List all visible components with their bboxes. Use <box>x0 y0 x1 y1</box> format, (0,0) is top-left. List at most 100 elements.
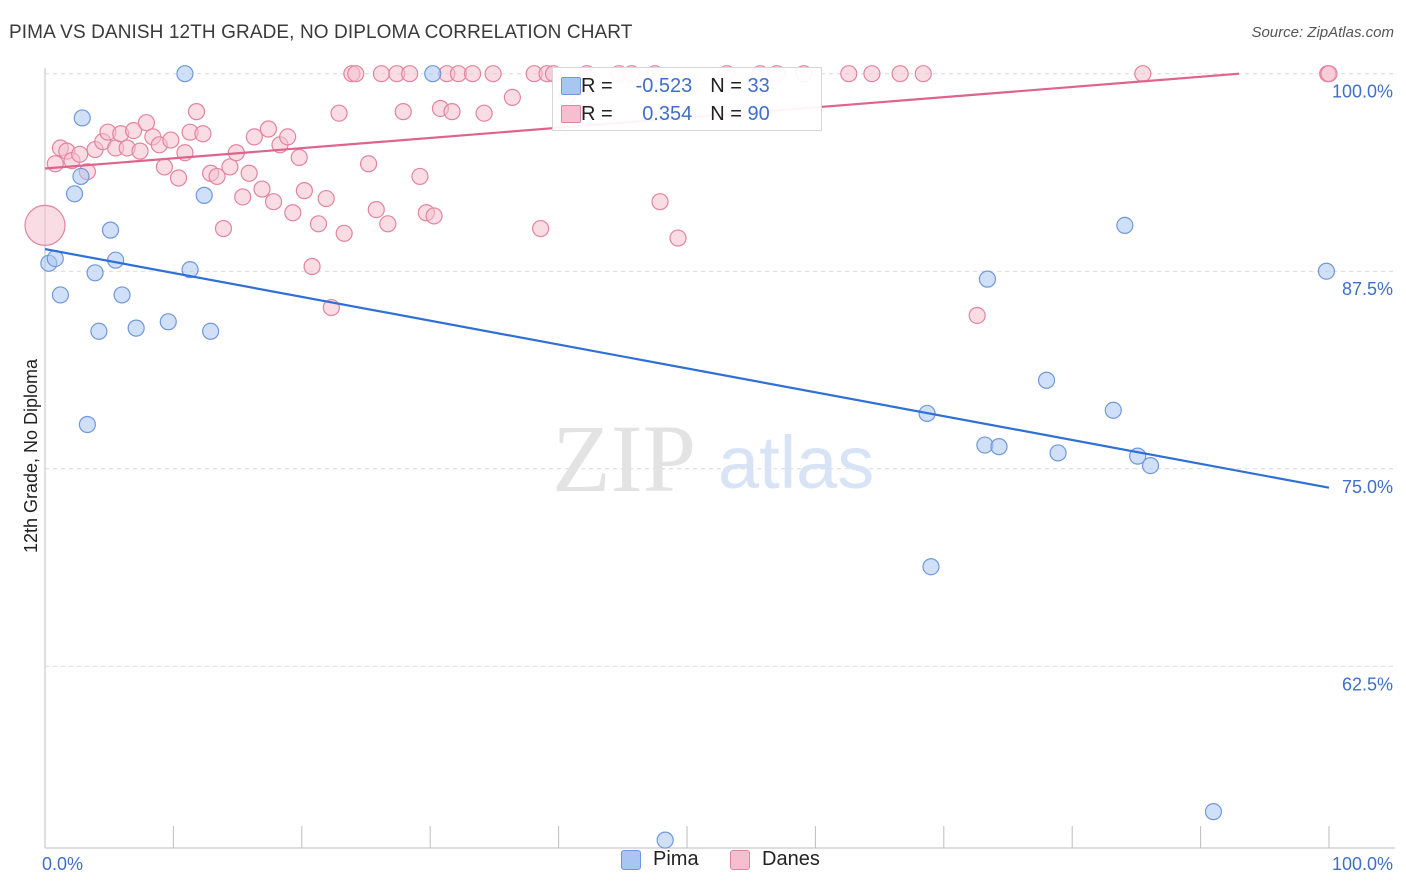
pima-point <box>1141 456 1160 475</box>
danes-point <box>245 128 263 146</box>
danes-point <box>214 219 233 238</box>
danes-point <box>443 103 461 121</box>
danes-point <box>259 120 278 138</box>
danes-point <box>425 207 443 225</box>
stats-row-danes: R = 0.354 N = 90 <box>561 101 770 127</box>
danes-point <box>309 215 328 233</box>
danes-point <box>1134 65 1152 83</box>
x-tick-label: 100.0% <box>1332 854 1393 874</box>
danes-point <box>24 204 66 247</box>
danes-point <box>330 104 348 122</box>
danes-point <box>372 65 391 83</box>
pima-swatch-icon <box>561 77 581 95</box>
legend-item-pima[interactable]: Pima <box>621 848 699 871</box>
stats-row-pima: R = -0.523 N = 33 <box>561 73 770 99</box>
pima-point <box>51 286 70 304</box>
legend-label-danes: Danes <box>762 848 820 870</box>
pima-point <box>976 436 994 454</box>
y-tick-label: 62.5% <box>1342 674 1393 694</box>
pima-r-label: R = <box>581 74 613 97</box>
danes-point <box>379 215 397 233</box>
pima-r-value: -0.523 <box>635 74 693 97</box>
danes-point <box>532 219 550 238</box>
danes-point <box>1320 65 1338 83</box>
y-tick-label: 100.0% <box>1332 82 1393 102</box>
danes-point <box>187 103 206 121</box>
pima-point <box>101 221 120 239</box>
x-tick-label: 0.0% <box>42 854 83 874</box>
pima-point <box>73 109 91 127</box>
legend-item-danes[interactable]: Danes <box>730 848 820 871</box>
danes-point <box>234 188 252 206</box>
tick-labels: 62.5% 75.0% 87.5% 100.0% 0.0% 100.0% <box>42 82 1393 874</box>
danes-point <box>137 114 156 132</box>
pima-point <box>65 185 84 203</box>
pima-point <box>1116 216 1134 235</box>
danes-point <box>367 201 385 219</box>
stats-box: R = -0.523 N = 33 R = 0.354 N = 90 <box>552 67 822 131</box>
danes-point <box>669 229 687 247</box>
chart-title: PIMA VS DANISH 12TH GRADE, NO DIPLOMA CO… <box>9 22 633 43</box>
danes-point <box>253 180 271 198</box>
danes-legend-swatch-icon <box>730 849 750 870</box>
pima-point <box>72 167 90 186</box>
danes-point <box>155 158 174 176</box>
pima-n-value: 33 <box>747 74 770 97</box>
danes-point <box>208 167 226 186</box>
danes-point <box>968 306 986 325</box>
danes-point <box>194 125 212 143</box>
pima-point <box>424 65 442 83</box>
danes-point <box>411 167 429 186</box>
danes-point <box>840 65 858 83</box>
pima-point <box>978 270 997 288</box>
danes-point <box>290 148 308 167</box>
danes-point <box>394 103 412 121</box>
danes-point <box>335 224 353 242</box>
pima-point <box>86 264 104 282</box>
pima-point <box>202 322 220 340</box>
pima-point <box>922 558 940 576</box>
pima-point <box>990 438 1008 456</box>
pima-point <box>78 415 96 434</box>
gridlines <box>45 73 1395 667</box>
pima-point <box>1104 401 1122 419</box>
danes-r-value: 0.354 <box>642 102 693 125</box>
pima-point <box>656 831 674 849</box>
pima-trend-line <box>44 248 1330 489</box>
danes-point <box>317 189 335 208</box>
danes-point <box>863 65 881 83</box>
danes-point <box>71 145 89 163</box>
danes-n-value: 90 <box>747 102 770 125</box>
axes <box>44 68 1395 849</box>
danes-point <box>240 164 258 182</box>
pima-point <box>1049 444 1067 462</box>
pima-point <box>113 286 131 304</box>
pima-point <box>1037 371 1056 389</box>
watermark-atlas: atlas <box>718 421 874 504</box>
y-tick-label: 75.0% <box>1342 477 1393 497</box>
danes-point <box>401 65 419 83</box>
danes-point <box>303 257 321 276</box>
y-tick-label: 87.5% <box>1342 279 1393 299</box>
danes-point <box>221 158 239 176</box>
pima-point <box>90 322 108 340</box>
pima-point <box>195 186 213 204</box>
danes-point <box>169 169 188 187</box>
danes-point <box>347 65 365 83</box>
danes-r-label: R = <box>581 102 613 125</box>
legend: Pima Danes <box>0 848 1406 878</box>
danes-point <box>463 65 482 83</box>
source-credit[interactable]: Source: ZipAtlas.com <box>1251 24 1394 41</box>
pima-n-label: N = <box>710 74 742 97</box>
danes-point <box>279 128 297 146</box>
pima-point <box>127 319 145 337</box>
danes-point <box>284 204 302 222</box>
legend-label-pima: Pima <box>653 848 699 870</box>
danes-swatch-icon <box>561 105 581 123</box>
pima-point <box>176 65 194 83</box>
danes-point <box>484 65 502 83</box>
pima-point <box>181 261 199 279</box>
danes-point <box>124 121 143 140</box>
danes-point <box>359 155 378 173</box>
